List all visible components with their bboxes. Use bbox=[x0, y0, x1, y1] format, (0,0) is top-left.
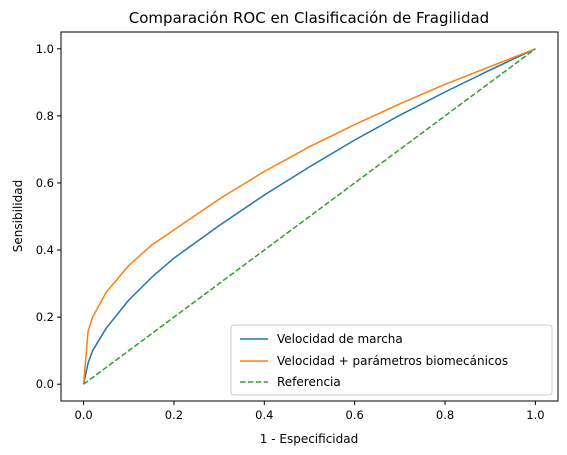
ticks-layer: 0.0 0.2 0.4 0.6 0.8 1.0 0.0 0.2 0.4 0.6 0.8 1.0 bbox=[36, 42, 545, 422]
y-tick-label-2: 0.4 bbox=[36, 243, 54, 257]
legend: Velocidad de marcha Velocidad + parámetr… bbox=[230, 324, 553, 396]
chart-title: Comparación ROC en Clasificación de Frag… bbox=[129, 9, 489, 27]
legend-label-combinado: Velocidad + parámetros biomecánicos bbox=[277, 354, 508, 368]
y-tick-label-5: 1.0 bbox=[36, 42, 54, 56]
x-tick-label-5: 1.0 bbox=[526, 408, 544, 422]
x-tick-label-4: 0.8 bbox=[436, 408, 454, 422]
x-tick-label-2: 0.4 bbox=[255, 408, 273, 422]
x-tick-label-3: 0.6 bbox=[346, 408, 364, 422]
series-line-0 bbox=[82, 48, 536, 385]
y-tick-label-4: 0.8 bbox=[36, 109, 54, 123]
legend-label-referencia: Referencia bbox=[277, 375, 341, 389]
legend-box bbox=[230, 324, 553, 396]
y-axis-label: Sensibilidad bbox=[11, 180, 25, 252]
y-tick-label-3: 0.6 bbox=[36, 176, 54, 190]
plot-frame bbox=[60, 31, 559, 402]
legend-label-velocidad: Velocidad de marcha bbox=[277, 332, 403, 346]
x-axis-label: 1 - Especificidad bbox=[260, 432, 358, 446]
y-tick-label-0: 0.0 bbox=[36, 377, 54, 391]
series-line-2 bbox=[83, 48, 536, 385]
x-tick-label-0: 0.0 bbox=[74, 408, 92, 422]
series-line-1 bbox=[82, 48, 536, 385]
series-layer bbox=[82, 48, 536, 385]
x-tick-label-1: 0.2 bbox=[165, 408, 183, 422]
y-tick-label-1: 0.2 bbox=[36, 310, 54, 324]
